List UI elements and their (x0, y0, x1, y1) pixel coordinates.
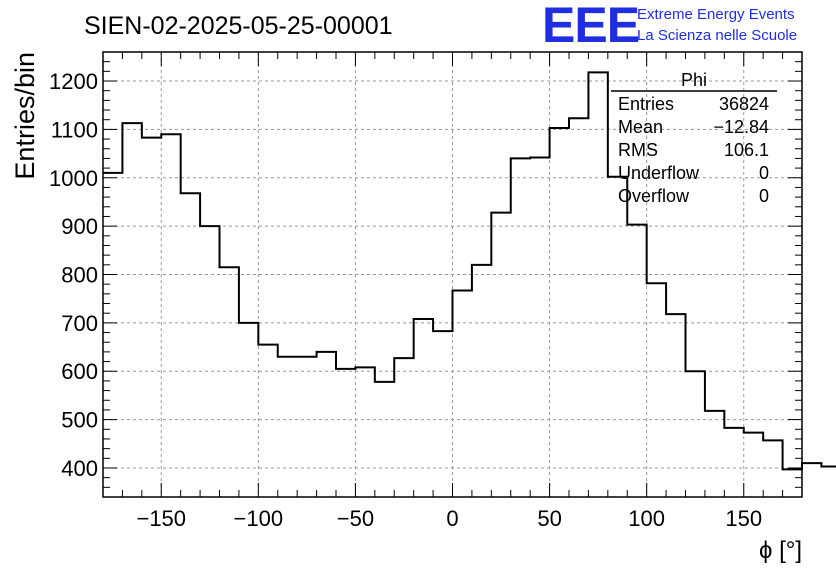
y-tick-label: 1000 (49, 166, 98, 191)
x-tick-label: 100 (628, 506, 665, 531)
x-tick-label: 50 (537, 506, 561, 531)
y-tick-label: 1200 (49, 69, 98, 94)
x-tick-label: −100 (234, 506, 284, 531)
eee-caption-line2: La Scienza nelle Scuole (637, 27, 797, 44)
x-tick-label: −50 (337, 506, 374, 531)
stats-row-label: Underflow (618, 163, 700, 183)
tick-labels: −150 −100 −50 0 50 100 150 400 500 600 700 800 900 10… (49, 69, 762, 531)
axes (102, 51, 803, 498)
y-axis-label: Entries/bin (10, 52, 40, 180)
stats-row-value: 0 (759, 163, 769, 183)
stats-row-label: Overflow (618, 186, 690, 206)
stats-rows: Entries 36824 Mean −12.84 RMS 106.1 Underflow 0… (618, 94, 769, 206)
eee-caption-line1: Extreme Energy Events (637, 6, 795, 23)
stats-row-label: RMS (618, 140, 658, 160)
stats-row-value: −12.84 (713, 117, 769, 137)
histogram-series (103, 71, 836, 471)
stats-row-label: Mean (618, 117, 663, 137)
y-tick-label: 700 (61, 311, 98, 336)
y-tick-label: 900 (61, 214, 98, 239)
x-tick-label: −150 (136, 506, 186, 531)
x-tick-label: 150 (725, 506, 762, 531)
y-tick-label: 400 (61, 456, 98, 481)
grid (103, 52, 802, 497)
stats-box: Phi Entries 36824 Mean −12.84 RMS 106.1 Underf… (611, 70, 777, 206)
stats-row-value: 106.1 (724, 140, 769, 160)
stats-row-label: Entries (618, 94, 674, 114)
x-tick-label: 0 (446, 506, 458, 531)
y-tick-label: 800 (61, 263, 98, 288)
x-axis-label: ϕ [°] (759, 537, 802, 564)
stats-row-value: 36824 (719, 94, 769, 114)
y-tick-label: 1100 (51, 117, 98, 142)
eee-logo: EEE Extreme Energy Events La Scienza nel… (542, 0, 797, 53)
y-tick-label: 500 (61, 408, 98, 433)
stats-title: Phi (681, 70, 707, 90)
eee-logo-letters: EEE (542, 0, 639, 53)
histogram-line (103, 71, 836, 471)
stats-row-value: 0 (759, 186, 769, 206)
chart-title: SIEN-02-2025-05-25-00001 (84, 12, 393, 40)
y-tick-label: 600 (61, 359, 98, 384)
